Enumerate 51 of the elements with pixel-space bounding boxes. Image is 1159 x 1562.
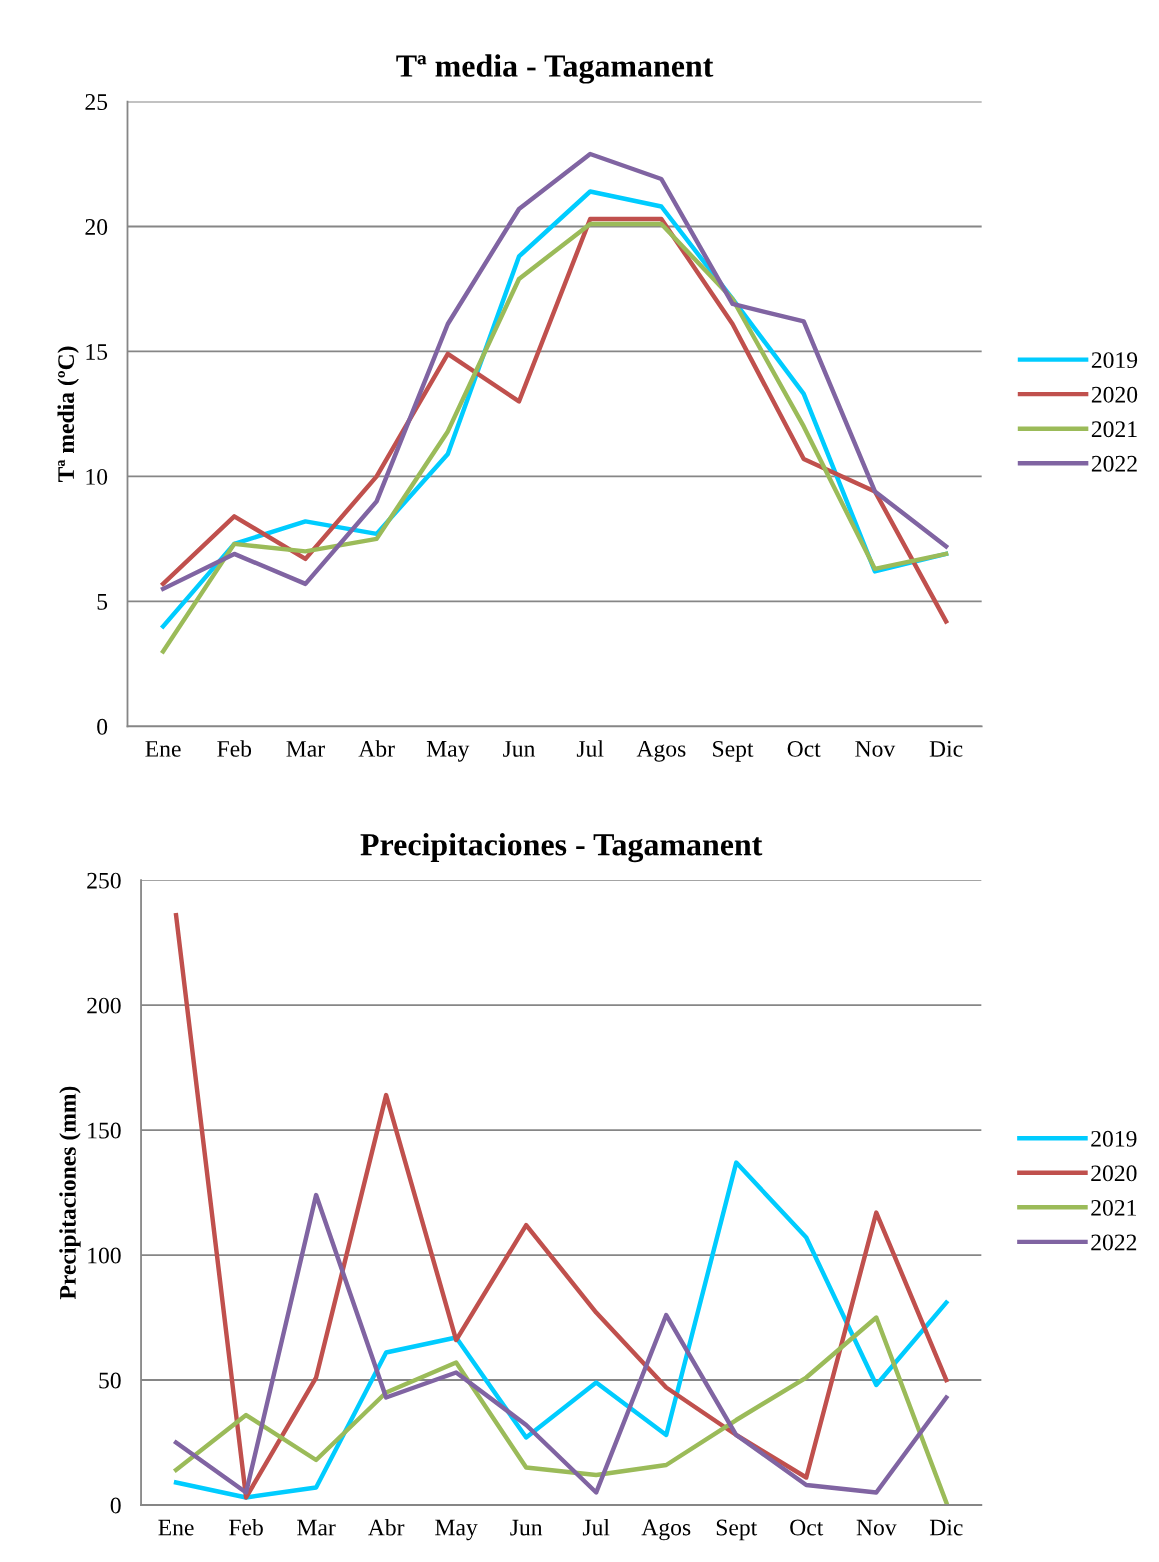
y-tick-label: 10: [86, 468, 108, 485]
legend-label: 2020: [1091, 1165, 1137, 1182]
x-tick-label: Nov: [856, 1519, 897, 1536]
y-tick-label: 50: [99, 1372, 121, 1389]
y-tick-label: 20: [85, 218, 108, 235]
x-tick-label: May: [426, 741, 470, 762]
y-axis-title: Tª media (ºC): [57, 346, 79, 482]
legend-label: 2019: [1091, 352, 1138, 369]
x-tick-label: Jun: [503, 741, 536, 757]
legend-label: 2020: [1091, 386, 1138, 403]
x-tick-label: Jul: [582, 1518, 610, 1536]
x-tick-label: Feb: [229, 1518, 263, 1536]
y-axis-title: Precipitaciones (mm): [59, 1086, 81, 1300]
legend-label: 2022: [1091, 1234, 1137, 1251]
y-tick-label: 100: [88, 1247, 121, 1264]
x-tick-label: Nov: [855, 741, 896, 757]
legend-label: 2022: [1091, 455, 1137, 472]
x-tick-label: Mar: [297, 1519, 336, 1536]
x-tick-label: Abr: [368, 1518, 405, 1536]
y-tick-label: 25: [85, 94, 108, 110]
chart-title: Precipitaciones - Tagamanent: [360, 833, 763, 863]
x-tick-label: Oct: [790, 1519, 824, 1536]
x-tick-label: Feb: [217, 740, 252, 757]
x-tick-label: Agos: [641, 1519, 691, 1541]
x-tick-label: Oct: [787, 740, 821, 757]
y-tick-label: 150: [88, 1122, 121, 1139]
x-tick-label: Jun: [510, 1519, 543, 1536]
x-tick-label: Sept: [716, 1519, 758, 1541]
y-tick-label: 200: [87, 997, 121, 1014]
line-series: [173, 1315, 949, 1505]
x-tick-label: Dic: [929, 740, 963, 757]
x-tick-label: Mar: [286, 741, 325, 757]
x-tick-label: Dic: [929, 1519, 963, 1536]
y-tick-label: 15: [86, 344, 108, 360]
chart-title: Tª media - Tagamanent: [396, 54, 714, 84]
line-series: [160, 151, 949, 592]
x-tick-label: Sept: [713, 740, 754, 762]
x-tick-label: Abr: [358, 740, 395, 757]
x-tick-label: Ene: [145, 741, 181, 757]
y-tick-label: 0: [97, 718, 108, 735]
y-tick-label: 0: [110, 1497, 121, 1514]
legend-label: 2021: [1091, 421, 1137, 438]
x-tick-label: May: [435, 1519, 478, 1541]
x-tick-label: Agos: [636, 740, 686, 762]
x-tick-label: Ene: [158, 1519, 194, 1536]
y-tick-label: 5: [97, 594, 108, 610]
legend-label: 2021: [1091, 1199, 1137, 1216]
x-tick-label: Jul: [576, 740, 604, 757]
y-tick-label: 250: [87, 872, 121, 889]
legend-label: 2019: [1091, 1130, 1137, 1147]
line-series: [173, 912, 949, 1500]
